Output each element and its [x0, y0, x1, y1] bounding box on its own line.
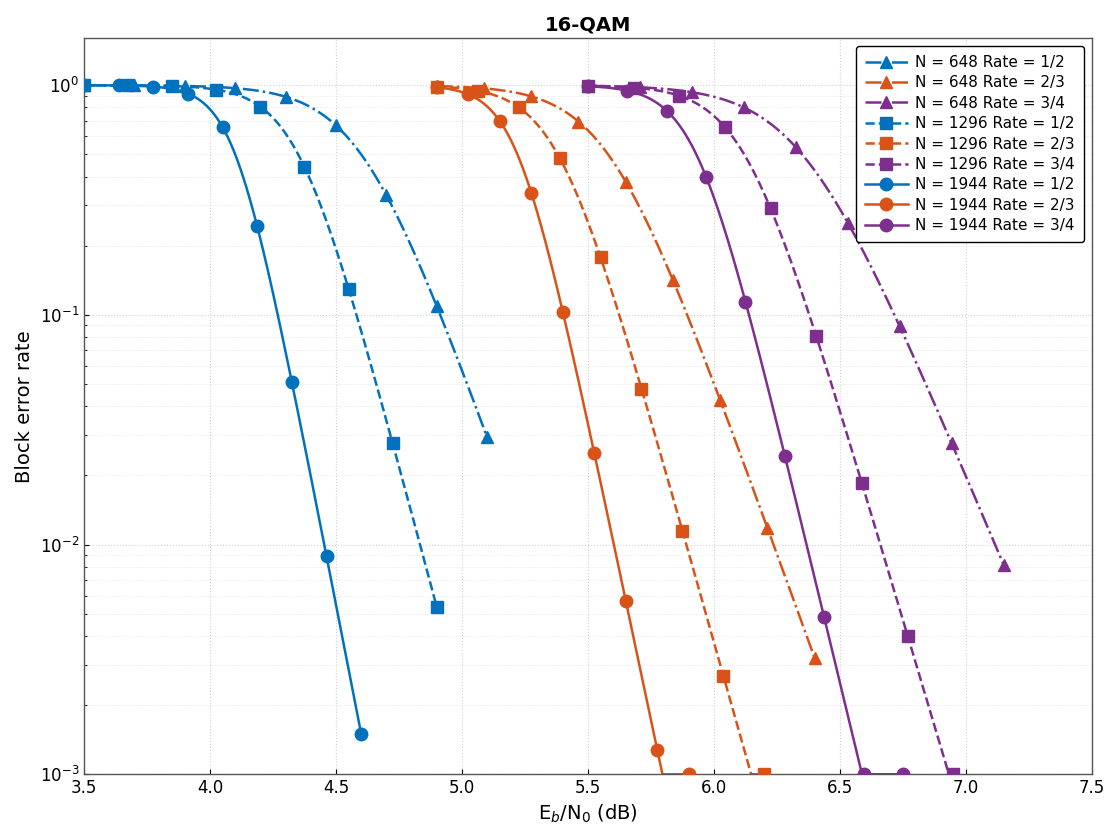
- X-axis label: E$_b$/N$_0$ (dB): E$_b$/N$_0$ (dB): [538, 803, 638, 825]
- Y-axis label: Block error rate: Block error rate: [15, 330, 34, 483]
- Title: 16-QAM: 16-QAM: [544, 15, 631, 34]
- Legend: N = 648 Rate = 1/2, N = 648 Rate = 2/3, N = 648 Rate = 3/4, N = 1296 Rate = 1/2,: N = 648 Rate = 1/2, N = 648 Rate = 2/3, …: [856, 46, 1084, 242]
